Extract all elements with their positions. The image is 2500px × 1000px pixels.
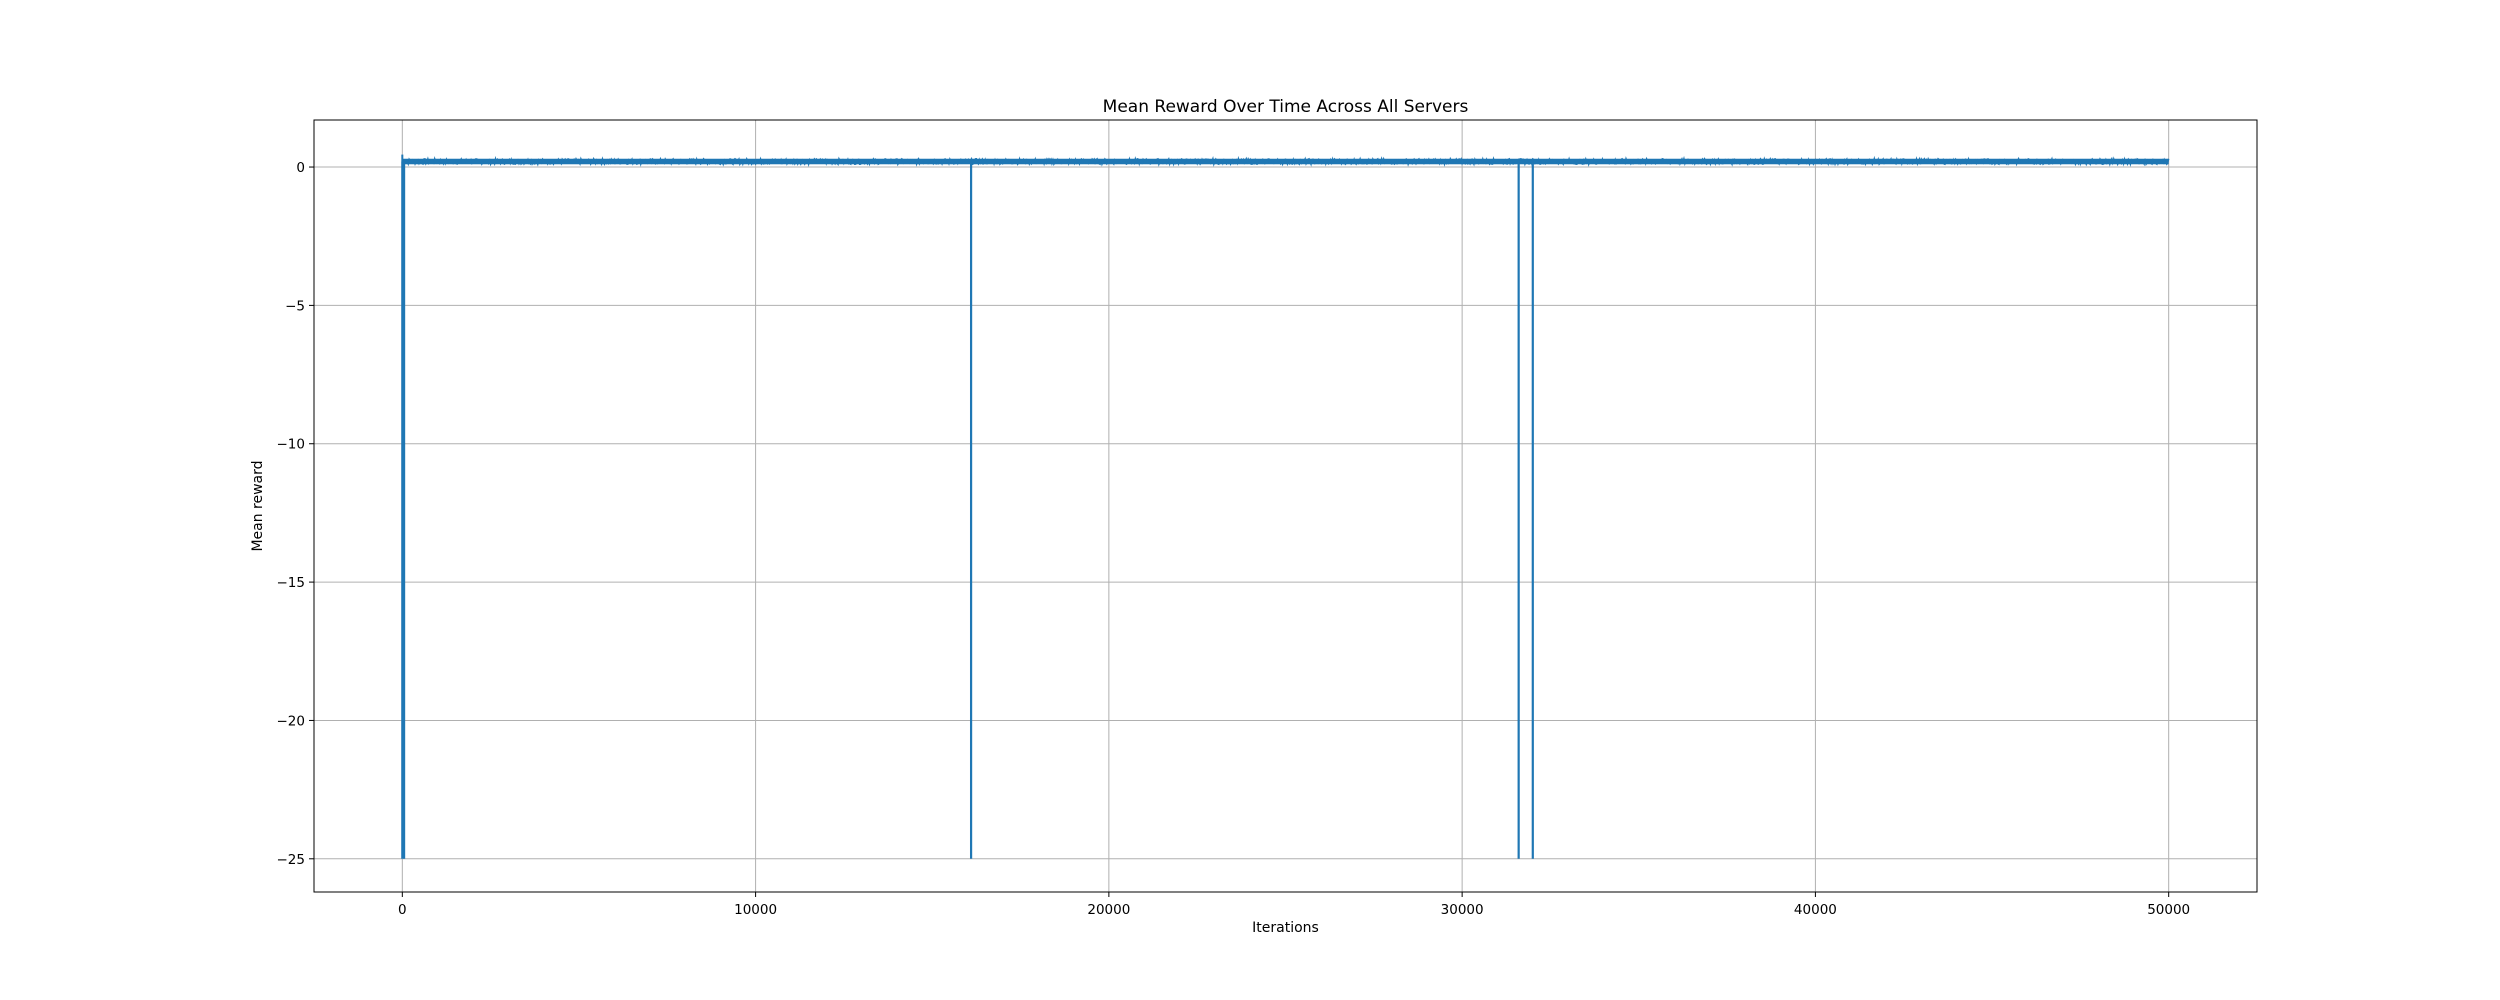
x-tick-label-2: 20000	[1087, 902, 1130, 918]
y-tick-label-3: −15	[277, 575, 306, 591]
x-tick-label-5: 50000	[2147, 902, 2190, 918]
x-tick-label-3: 30000	[1441, 902, 1484, 918]
x-tick-label-1: 10000	[734, 902, 777, 918]
chart-title: Mean Reward Over Time Across All Servers	[1103, 97, 1469, 117]
plot-frame	[313, 119, 2258, 893]
y-tick-label-0: 0	[296, 160, 305, 176]
y-axis-label: Mean reward	[250, 460, 266, 551]
x-tick-label-4: 40000	[1794, 902, 1837, 918]
x-axis-label: Iterations	[1252, 920, 1319, 936]
y-tick-label-4: −20	[277, 713, 306, 729]
y-axis-ticks: 0 −5 −10 −15 −20 −25	[277, 160, 314, 868]
data-series	[401, 154, 2170, 859]
series-0-noise-band	[402, 158, 2169, 165]
x-axis-ticks: 0 10000 20000 30000 40000 50000	[398, 892, 2190, 918]
y-tick-label-2: −10	[277, 437, 306, 453]
y-tick-label-5: −25	[277, 852, 306, 868]
grid	[314, 120, 2257, 892]
series-0-line	[402, 155, 2170, 167]
y-tick-label-1: −5	[285, 298, 305, 314]
x-tick-label-0: 0	[398, 902, 407, 918]
